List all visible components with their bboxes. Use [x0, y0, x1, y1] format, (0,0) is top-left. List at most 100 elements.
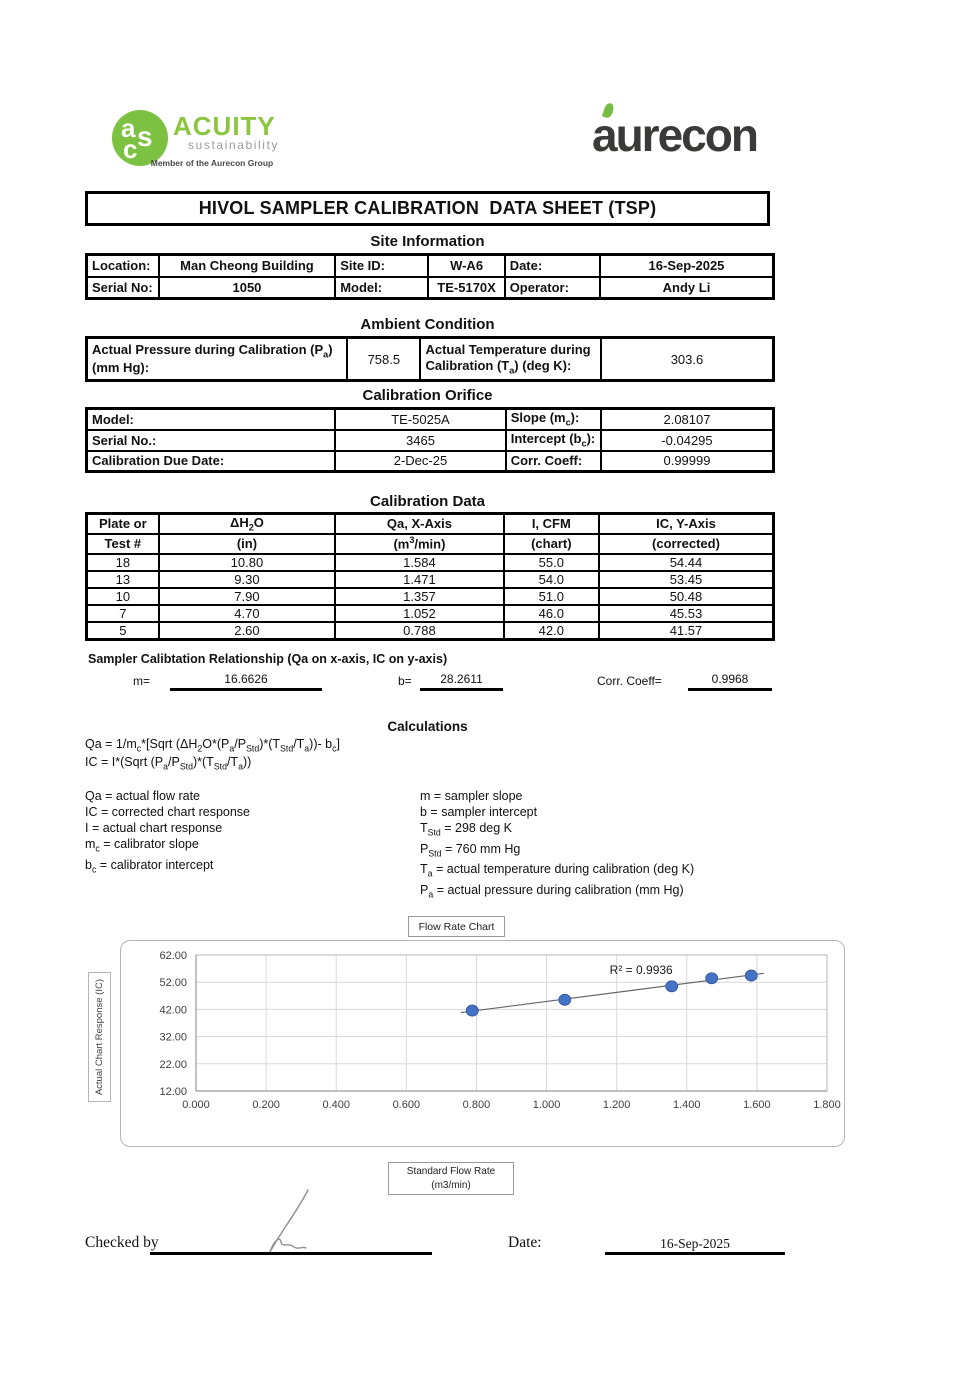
- corr-coeff-value: 0.9968: [688, 672, 772, 691]
- acuity-member-line: Member of the Aurecon Group: [150, 158, 274, 168]
- field-value: 758.5: [346, 336, 422, 382]
- cell-value: 1.357: [334, 586, 505, 606]
- table-row: 5 2.60 0.788 42.0 41.57: [85, 620, 775, 641]
- y-tick-label: 52.00: [159, 977, 187, 989]
- field-value: -0.04295: [599, 428, 775, 452]
- ambient-condition-table: Actual Pressure during Calibration (Pa) …: [85, 336, 775, 382]
- chart-x-axis-label-line: Standard Flow Rate: [406, 1166, 496, 1177]
- x-tick-label: 1.400: [673, 1099, 701, 1111]
- chart-y-axis-label: Actual Chart Response (IC): [94, 978, 105, 1096]
- acuity-monogram-letter: c: [123, 134, 138, 164]
- field-label: Corr. Coeff:: [504, 449, 602, 473]
- formula-ic: IC = I*(Sqrt (Pa/PStd)*(TStd/Ta)): [85, 755, 252, 772]
- signature: [269, 1189, 309, 1253]
- field-value: TE-5025A: [334, 407, 507, 431]
- table-row: 7 4.70 1.052 46.0 45.53: [85, 603, 775, 623]
- field-value: 3465: [334, 428, 507, 452]
- field-value: W-A6: [427, 253, 506, 278]
- column-header: Test #: [85, 532, 160, 555]
- chart-title-box: Flow Rate Chart: [408, 916, 505, 937]
- column-header: (corrected): [597, 532, 775, 555]
- column-header: I, CFM: [502, 512, 600, 535]
- m-value: 16.6626: [170, 672, 322, 691]
- x-tick-label: 0.200: [252, 1099, 280, 1111]
- definition-item: bc = calibrator intercept: [85, 857, 214, 875]
- cell-value: 50.48: [597, 586, 775, 606]
- acuity-logo-tagline: sustainability: [188, 138, 280, 152]
- relationship-heading: Sampler Calibtation Relationship (Qa on …: [88, 652, 448, 666]
- checked-by-label: Checked by: [85, 1234, 159, 1251]
- field-label: Model:: [334, 275, 430, 300]
- cell-value: 1.471: [334, 569, 505, 589]
- data-point: [558, 993, 572, 1006]
- b-value: 28.2611: [420, 672, 503, 691]
- field-value: Man Cheong Building: [157, 253, 337, 278]
- definitions-right: m = sampler slope b = sampler intercept …: [420, 788, 694, 902]
- field-label: Intercept (bc):: [504, 428, 602, 452]
- field-value: 0.99999: [599, 449, 775, 473]
- cell-value: 9.30: [157, 569, 337, 589]
- definition-item: b = sampler intercept: [420, 805, 538, 819]
- cell-value: 5: [85, 620, 160, 641]
- flow-rate-chart-plot: 0.000 0.200 0.400 0.600 0.800 1.000 1.200 1.400…: [159, 950, 841, 1111]
- table-row: Model: TE-5025A Slope (mc): 2.08107: [85, 407, 775, 431]
- corr-coeff-label: Corr. Coeff=: [597, 674, 662, 688]
- trendline: [460, 972, 764, 1014]
- acuity-monogram-letter: a: [121, 113, 136, 143]
- field-label: Operator:: [503, 275, 601, 300]
- r-squared-label: R² = 0.9936: [610, 963, 673, 977]
- calibration-data-table: Plate or ΔH2O Qa, X-Axis I, CFM IC, Y-Ax…: [85, 512, 775, 641]
- column-header: Qa, X-Axis: [334, 512, 505, 535]
- field-label: Model:: [85, 407, 337, 431]
- cell-value: 42.0: [502, 620, 600, 641]
- cell-value: 41.57: [597, 620, 775, 641]
- definition-item: IC = corrected chart response: [85, 805, 251, 819]
- b-label: b=: [398, 674, 412, 688]
- data-point: [665, 980, 679, 993]
- date-value: 16-Sep-2025: [660, 1236, 730, 1251]
- x-tick-label: 1.800: [813, 1099, 841, 1111]
- calculations-heading: Calculations: [387, 719, 468, 734]
- field-value: 16-Sep-2025: [598, 253, 775, 278]
- field-label: Serial No.:: [85, 428, 337, 452]
- column-header: IC, Y-Axis: [597, 512, 775, 535]
- field-label: Site ID:: [334, 253, 430, 278]
- calibration-orifice-table: Model: TE-5025A Slope (mc): 2.08107 Seri…: [85, 407, 775, 473]
- column-header: (in): [157, 532, 337, 555]
- cell-value: 51.0: [502, 586, 600, 606]
- ambient-condition-heading: Ambient Condition: [360, 316, 495, 333]
- cell-value: 45.53: [597, 603, 775, 623]
- calibration-orifice-heading: Calibration Orifice: [362, 387, 493, 404]
- table-row: 13 9.30 1.471 54.0 53.45: [85, 569, 775, 589]
- definition-item: I = actual chart response: [85, 821, 223, 835]
- cell-value: 1.584: [334, 552, 505, 572]
- acuity-monogram-letter: s: [137, 121, 153, 152]
- field-value: 1050: [157, 275, 337, 300]
- definition-item: Ta = actual temperature during calibrati…: [420, 862, 695, 879]
- cell-value: 10: [85, 586, 160, 606]
- data-point: [744, 969, 758, 982]
- cell-value: 18: [85, 552, 160, 572]
- x-tick-label: 0.400: [322, 1099, 350, 1111]
- y-tick-label: 42.00: [159, 1004, 187, 1016]
- column-header: (chart): [502, 532, 600, 555]
- table-row: Calibration Due Date: 2-Dec-25 Corr. Coe…: [85, 449, 775, 473]
- cell-value: 7.90: [157, 586, 337, 606]
- y-tick-label: 12.00: [159, 1086, 187, 1098]
- definitions-left: Qa = actual flow rate IC = corrected cha…: [85, 788, 250, 877]
- checked-by-signature-line: [150, 1252, 432, 1255]
- date-label: Date:: [508, 1234, 542, 1251]
- cell-value: 0.788: [334, 620, 505, 641]
- column-header: Plate or: [85, 512, 160, 535]
- field-value: Andy Li: [598, 275, 775, 300]
- chart-x-axis-label-box: Standard Flow Rate (m3/min): [388, 1162, 514, 1195]
- data-point: [705, 972, 719, 985]
- field-value: 2.08107: [599, 407, 775, 431]
- x-tick-label: 0.000: [182, 1099, 210, 1111]
- x-tick-label: 0.800: [463, 1099, 491, 1111]
- y-tick-label: 22.00: [159, 1059, 187, 1071]
- definition-item: Pa = actual pressure during calibration …: [420, 882, 684, 900]
- field-label: Slope (mc):: [504, 407, 602, 431]
- definition-item: m = sampler slope: [420, 789, 523, 803]
